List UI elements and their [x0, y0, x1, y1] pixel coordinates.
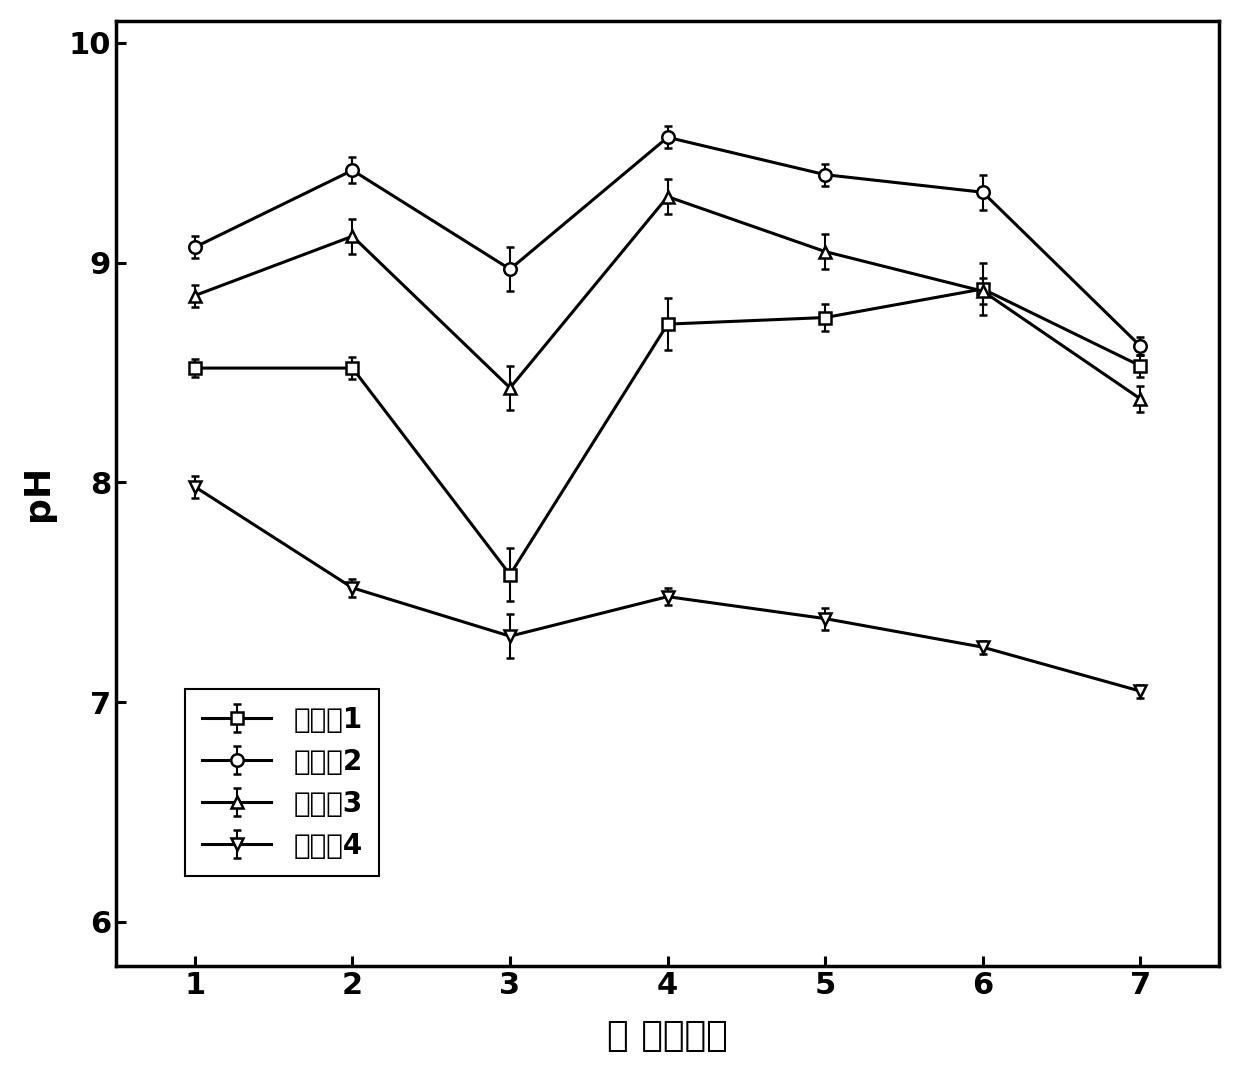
Y-axis label: pH: pH	[21, 465, 55, 522]
Legend: 实施例1, 实施例2, 实施例3, 实施例4: 实施例1, 实施例2, 实施例3, 实施例4	[185, 690, 379, 876]
X-axis label: 时 间（天）: 时 间（天）	[608, 1019, 728, 1054]
